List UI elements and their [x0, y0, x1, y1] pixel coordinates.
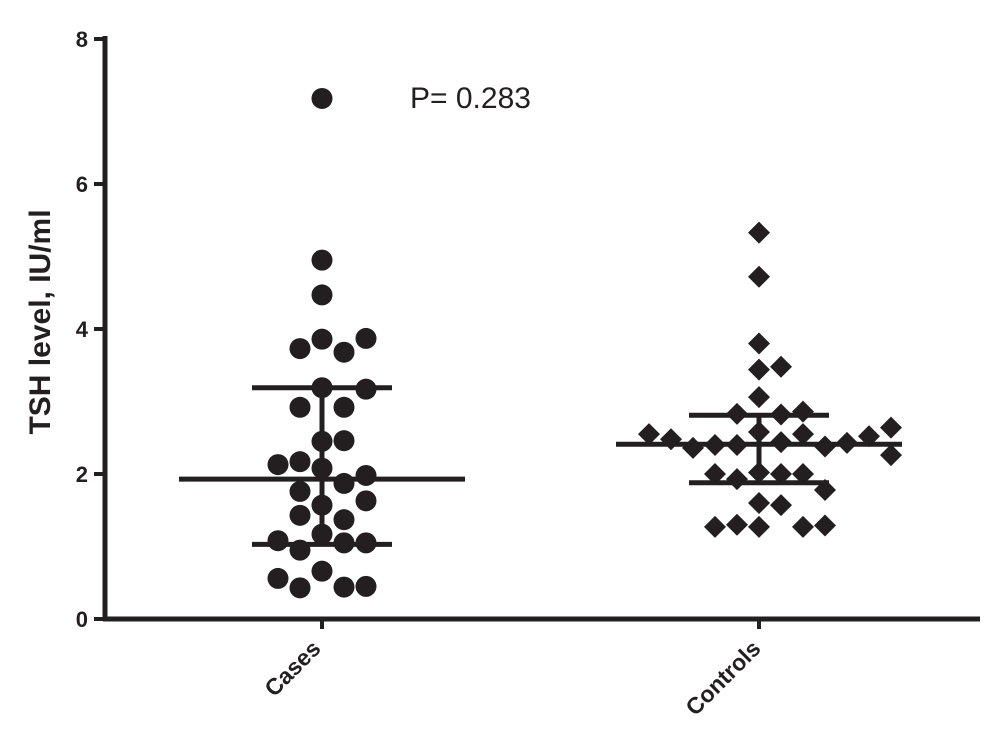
p-value-annotation: P= 0.283: [410, 82, 531, 115]
data-point: [355, 464, 377, 486]
data-point: [311, 560, 333, 582]
data-point: [289, 338, 311, 360]
y-tick-label: 8: [76, 27, 88, 52]
data-point: [333, 509, 355, 531]
data-point: [333, 430, 355, 452]
data-point: [704, 463, 726, 485]
data-point: [770, 463, 792, 485]
data-point: [355, 490, 377, 512]
data-point: [792, 515, 814, 538]
data-point: [770, 355, 792, 378]
data-point: [792, 423, 814, 446]
data-point: [311, 87, 333, 109]
data-point: [704, 515, 726, 538]
y-tick-label: 2: [76, 462, 88, 487]
data-point: [289, 480, 311, 502]
data-point: [355, 575, 377, 597]
data-point: [748, 221, 770, 244]
x-category-label-controls: Controls: [680, 635, 765, 720]
data-point: [333, 472, 355, 494]
data-point: [792, 400, 814, 423]
data-point: [289, 577, 311, 599]
data-point: [814, 514, 836, 537]
data-point: [748, 515, 770, 538]
mean-sd-bars: [179, 385, 902, 547]
data-points: [267, 87, 902, 599]
data-point: [311, 284, 333, 306]
y-tick-label: 6: [76, 172, 88, 197]
data-point: [289, 396, 311, 418]
data-point: [333, 341, 355, 363]
data-point: [289, 504, 311, 526]
data-point: [333, 396, 355, 418]
y-tick-label: 0: [76, 607, 88, 632]
data-point: [289, 451, 311, 473]
data-point: [682, 436, 704, 459]
y-tick-label: 4: [76, 317, 89, 342]
y-axis-label: TSH level, IU/ml: [24, 209, 57, 434]
data-point: [748, 358, 770, 381]
data-point: [748, 492, 770, 514]
data-point: [267, 454, 289, 476]
data-point: [267, 530, 289, 552]
data-point: [748, 265, 770, 288]
data-point: [748, 332, 770, 355]
data-point: [660, 428, 682, 451]
data-point: [880, 416, 902, 439]
data-point: [880, 444, 902, 467]
data-point: [311, 249, 333, 271]
data-point: [267, 567, 289, 589]
data-point: [333, 576, 355, 598]
data-point: [770, 494, 792, 517]
data-point: [792, 463, 814, 485]
data-point: [355, 327, 377, 349]
x-category-label-cases: Cases: [259, 635, 325, 701]
data-point: [726, 513, 748, 536]
y-axis-ticks: 0 2 4 6 8: [76, 27, 105, 632]
data-point: [748, 386, 770, 409]
data-point: [311, 328, 333, 350]
data-point: [726, 468, 748, 491]
data-point: [638, 423, 660, 446]
